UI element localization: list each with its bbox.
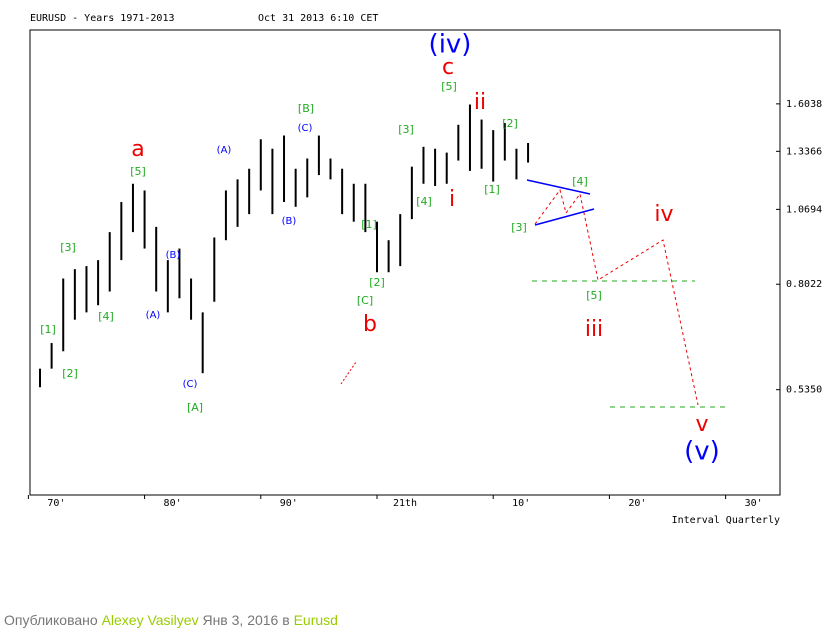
wave-label: iv bbox=[654, 202, 673, 227]
y-tick-label: 1.0694 bbox=[786, 204, 822, 215]
wave-label: ii bbox=[474, 90, 486, 115]
wave-label: (B) bbox=[282, 216, 297, 227]
wave-label: a bbox=[131, 137, 144, 162]
wave-label: (iv) bbox=[429, 30, 472, 60]
wave-label: [C] bbox=[357, 294, 373, 307]
x-tick-label: 20' bbox=[628, 498, 646, 509]
chart-subtitle: Oct 31 2013 6:10 CET bbox=[258, 13, 378, 24]
wave-label: (C) bbox=[183, 379, 198, 390]
footer-date: Янв 3, 2016 в bbox=[202, 612, 290, 628]
wave-label: [2] bbox=[369, 276, 385, 289]
wave-path bbox=[534, 188, 699, 406]
y-tick-label: 1.3366 bbox=[786, 146, 822, 157]
wave-label: b bbox=[363, 312, 377, 337]
wave-label: (A) bbox=[217, 145, 232, 156]
wave-label: iii bbox=[585, 317, 603, 342]
triangle-lower bbox=[534, 208, 595, 226]
y-tick-label: 1.6038 bbox=[786, 99, 822, 110]
tag-link[interactable]: Eurusd bbox=[293, 612, 338, 628]
wave-label: [A] bbox=[187, 401, 203, 414]
wave-label: (v) bbox=[684, 437, 720, 467]
x-tick-label: 21th bbox=[393, 498, 417, 509]
wave-label: c bbox=[442, 55, 454, 80]
wave-label: [1] bbox=[361, 218, 377, 231]
wave-label: [5] bbox=[130, 165, 146, 178]
y-tick-label: 0.8022 bbox=[786, 279, 822, 290]
wave-label: [5] bbox=[441, 80, 457, 93]
wave-label: [1] bbox=[40, 323, 56, 336]
wave-label: [3] bbox=[511, 221, 527, 234]
x-tick-label: 10' bbox=[512, 498, 530, 509]
dash-mark bbox=[340, 361, 357, 385]
y-tick-label: 0.5350 bbox=[786, 385, 822, 396]
author-link[interactable]: Alexey Vasilyev bbox=[101, 612, 199, 628]
wave-label: (B) bbox=[166, 250, 181, 261]
x-tick-label: 30' bbox=[745, 498, 763, 509]
wave-label: [2] bbox=[62, 367, 78, 380]
wave-label: [3] bbox=[398, 123, 414, 136]
wave-label: [4] bbox=[98, 310, 114, 323]
wave-label: (A) bbox=[146, 310, 161, 321]
chart: EURUSD - Years 1971-2013 Oct 31 2013 6:1… bbox=[27, 13, 822, 526]
plot-frame bbox=[29, 29, 781, 496]
wave-label: [3] bbox=[60, 241, 76, 254]
x-tick-label: 80' bbox=[164, 498, 182, 509]
triangle-upper bbox=[526, 179, 591, 195]
wave-label: i bbox=[449, 187, 455, 212]
wave-label: (C) bbox=[298, 123, 313, 134]
wave-label: [4] bbox=[572, 175, 588, 188]
projection bbox=[340, 179, 725, 408]
wave-label: [2] bbox=[502, 117, 518, 130]
wave-label: [1] bbox=[484, 183, 500, 196]
wave-label: v bbox=[695, 412, 708, 437]
wave-label: [B] bbox=[298, 102, 314, 115]
x-tick-label: 90' bbox=[280, 498, 298, 509]
interval-label: Interval Quarterly bbox=[672, 515, 780, 526]
footer: Опубликовано Alexey Vasilyev Янв 3, 2016… bbox=[4, 612, 338, 628]
wave-label: [4] bbox=[416, 195, 432, 208]
footer-prefix: Опубликовано bbox=[4, 612, 98, 628]
chart-title: EURUSD - Years 1971-2013 bbox=[30, 13, 175, 24]
x-tick-label: 70' bbox=[47, 498, 65, 509]
wave-label: [5] bbox=[586, 289, 602, 302]
